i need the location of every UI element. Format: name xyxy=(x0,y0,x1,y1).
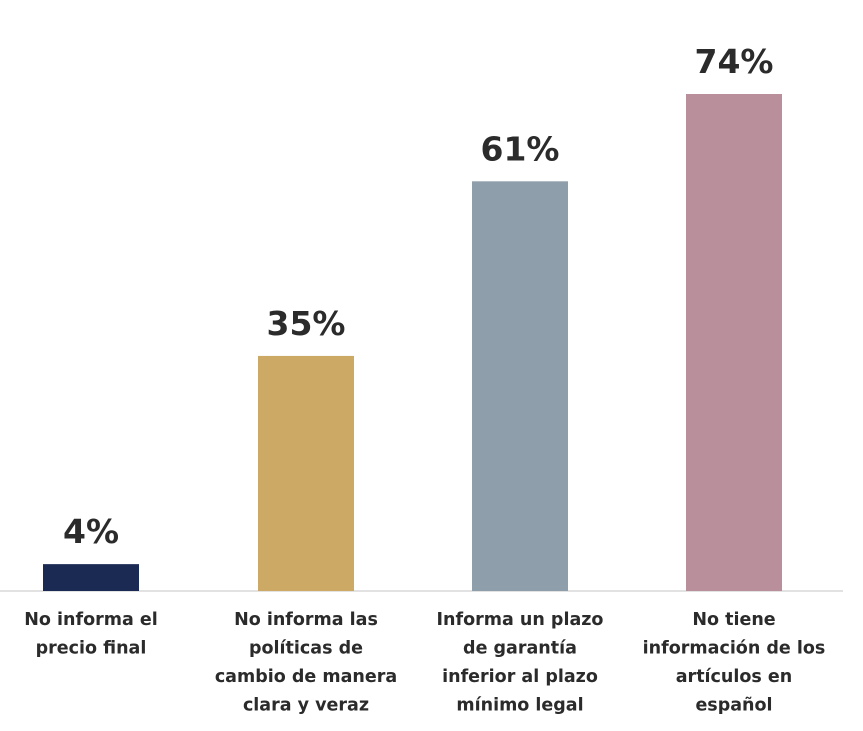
category-label-4: No tiene información de los artículos en es… xyxy=(643,610,826,716)
category-labels: No informa el precio final No informa las p… xyxy=(24,610,825,716)
bar-3 xyxy=(472,181,568,592)
category-label-line: español xyxy=(695,696,772,716)
bar-2 xyxy=(258,355,354,591)
bar-1 xyxy=(43,564,139,591)
category-label-line: No tiene xyxy=(692,610,775,630)
category-label-line: inferior al plazo xyxy=(442,667,598,687)
data-label-3: 61% xyxy=(481,129,560,168)
category-label-line: de garantía xyxy=(463,639,577,659)
category-label-line: Informa un plazo xyxy=(437,610,604,630)
category-label-3: Informa un plazo de garantía inferior al p… xyxy=(437,610,604,716)
data-labels: 4% 35% 61% 74% xyxy=(63,42,774,551)
category-label-line: mínimo legal xyxy=(456,696,583,716)
data-label-2: 35% xyxy=(267,304,346,343)
category-label-line: No informa el xyxy=(24,610,158,630)
category-label-line: No informa las xyxy=(234,610,378,630)
category-label-line: cambio de manera xyxy=(215,667,397,687)
category-label-line: artículos en xyxy=(676,667,793,687)
category-label-2: No informa las políticas de cambio de mane… xyxy=(215,610,397,716)
data-label-4: 74% xyxy=(695,42,774,81)
data-label-1: 4% xyxy=(63,512,119,551)
category-label-line: políticas de xyxy=(249,639,363,659)
category-label-line: información de los xyxy=(643,639,826,659)
category-label-line: precio final xyxy=(36,639,147,659)
bars xyxy=(43,94,782,592)
category-label-line: clara y veraz xyxy=(243,696,369,716)
bar-4 xyxy=(686,94,782,591)
category-label-1: No informa el precio final xyxy=(24,610,158,659)
